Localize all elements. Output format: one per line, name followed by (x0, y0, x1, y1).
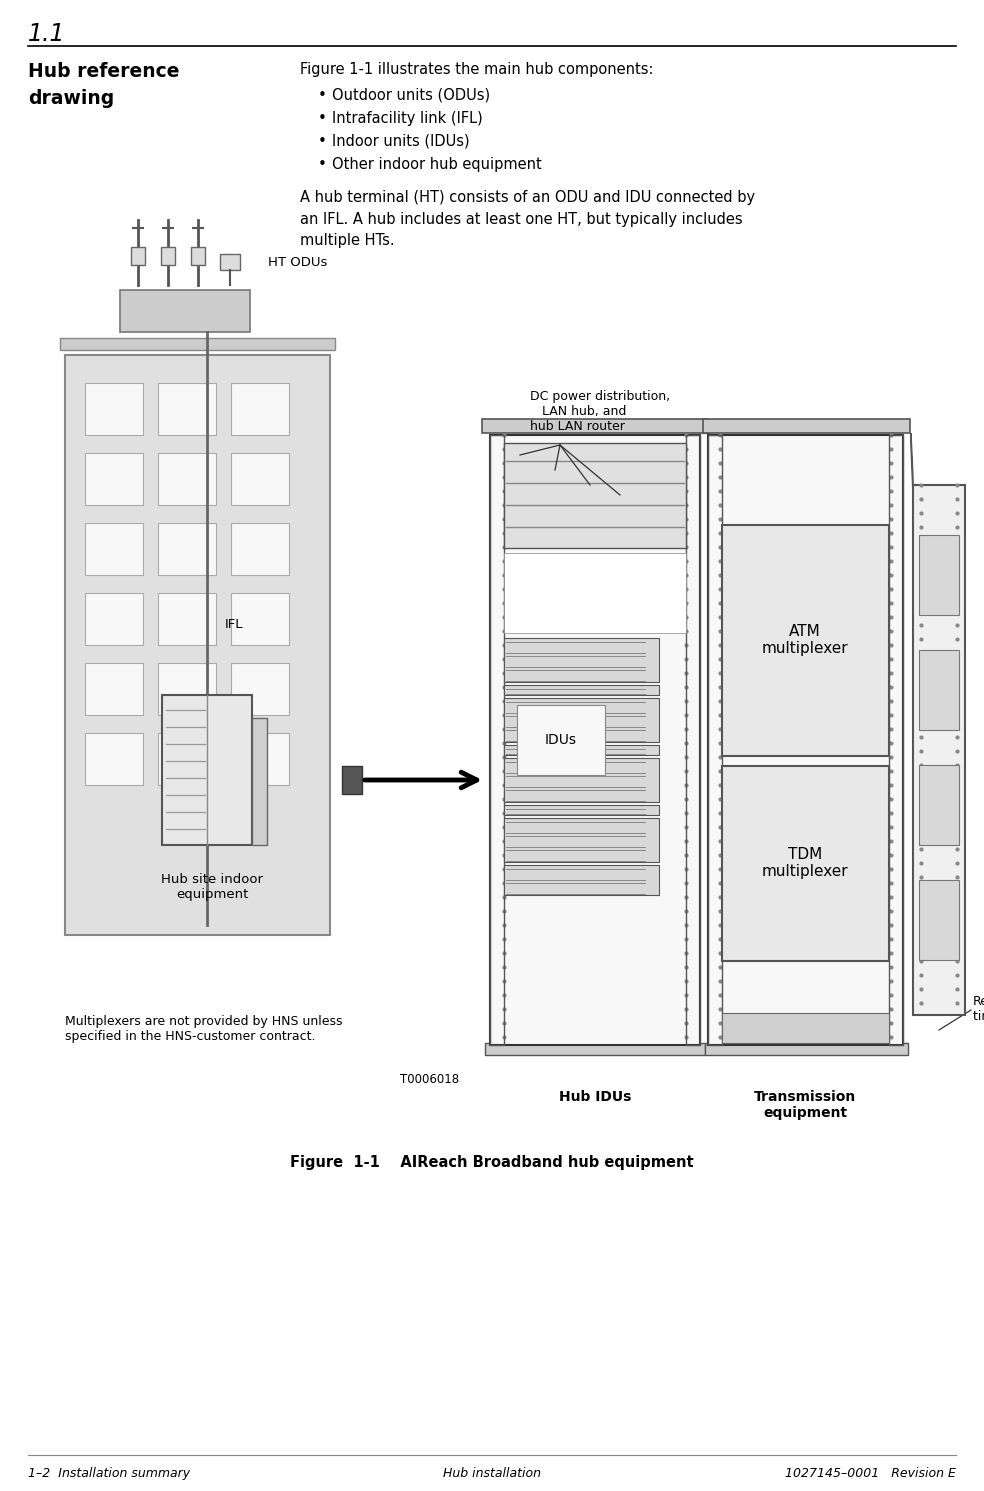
Text: Indoor units (IDUs): Indoor units (IDUs) (332, 134, 469, 149)
Bar (85, 383, 143, 435)
Bar (919, 880, 959, 960)
Bar (158, 593, 216, 646)
Bar (161, 248, 175, 265)
Bar (919, 650, 959, 731)
Text: Hub reference
drawing: Hub reference drawing (28, 63, 179, 107)
Text: Other indoor hub equipment: Other indoor hub equipment (332, 157, 542, 171)
Bar (85, 663, 143, 716)
Bar (889, 435, 903, 1045)
Bar (708, 435, 722, 1045)
Bar (722, 525, 889, 756)
Bar (686, 435, 700, 1045)
Bar (342, 766, 362, 795)
Text: Outdoor units (ODUs): Outdoor units (ODUs) (332, 88, 490, 103)
Text: A hub terminal (HT) consists of an ODU and IDU connected by
an IFL. A hub includ: A hub terminal (HT) consists of an ODU a… (300, 189, 755, 248)
Text: •: • (318, 110, 327, 127)
Text: Transmission
equipment: Transmission equipment (754, 1090, 856, 1120)
Text: Figure 1-1 illustrates the main hub components:: Figure 1-1 illustrates the main hub comp… (300, 63, 653, 78)
Bar (231, 663, 289, 716)
Bar (504, 746, 659, 754)
Bar (231, 453, 289, 505)
Text: •: • (318, 157, 327, 171)
Bar (504, 865, 659, 895)
Bar (158, 523, 216, 576)
Bar (85, 734, 143, 784)
Bar (191, 248, 205, 265)
Text: ATM
multiplexer: ATM multiplexer (762, 623, 848, 656)
Text: •: • (318, 134, 327, 149)
Bar (485, 1044, 705, 1056)
Bar (490, 435, 504, 1045)
Bar (131, 248, 145, 265)
Bar (504, 698, 659, 743)
Bar (705, 1044, 908, 1056)
Text: 1.1: 1.1 (28, 22, 66, 46)
Text: Reference
timing source: Reference timing source (973, 994, 984, 1023)
Bar (85, 523, 143, 576)
Bar (158, 663, 216, 716)
Bar (252, 717, 267, 845)
Bar (65, 355, 330, 935)
Bar (504, 638, 659, 681)
Bar (919, 535, 959, 614)
Bar (231, 383, 289, 435)
Bar (708, 435, 903, 1045)
Text: •: • (318, 88, 327, 103)
Text: HT ODUs: HT ODUs (268, 255, 328, 268)
Bar (231, 593, 289, 646)
Polygon shape (911, 432, 913, 495)
Bar (504, 805, 659, 816)
Polygon shape (708, 432, 725, 458)
Bar (919, 765, 959, 845)
Bar (504, 819, 659, 862)
Text: Figure  1-1    AIReach Broadband hub equipment: Figure 1-1 AIReach Broadband hub equipme… (290, 1156, 694, 1170)
Bar (231, 523, 289, 576)
Bar (703, 419, 910, 432)
Text: Hub installation: Hub installation (443, 1467, 541, 1481)
Bar (504, 684, 659, 695)
Text: Hub site indoor
equipment: Hub site indoor equipment (161, 874, 263, 901)
Bar (120, 291, 250, 332)
Bar (158, 453, 216, 505)
Text: TDM
multiplexer: TDM multiplexer (762, 847, 848, 880)
Text: Intrafacility link (IFL): Intrafacility link (IFL) (332, 110, 483, 127)
Bar (722, 1012, 889, 1044)
Text: IFL: IFL (225, 619, 243, 632)
Bar (85, 593, 143, 646)
Bar (504, 443, 686, 549)
Text: DC power distribution,
   LAN hub, and
hub LAN router: DC power distribution, LAN hub, and hub … (530, 391, 670, 432)
Bar (490, 435, 700, 1045)
Text: 1027145–0001   Revision E: 1027145–0001 Revision E (785, 1467, 956, 1481)
Bar (220, 253, 240, 270)
Bar (504, 553, 686, 634)
Bar (504, 757, 659, 802)
Text: IDUs: IDUs (545, 732, 577, 747)
Bar (158, 734, 216, 784)
Bar (482, 419, 708, 432)
Bar (722, 766, 889, 962)
Bar (913, 485, 965, 1015)
Text: 1–2  Installation summary: 1–2 Installation summary (28, 1467, 190, 1481)
Text: Multiplexers are not provided by HNS unless
specified in the HNS-customer contra: Multiplexers are not provided by HNS unl… (65, 1015, 342, 1044)
Text: T0006018: T0006018 (400, 1074, 460, 1085)
Bar (162, 695, 252, 845)
Bar (158, 383, 216, 435)
Bar (85, 453, 143, 505)
Bar (231, 734, 289, 784)
Text: Hub IDUs: Hub IDUs (559, 1090, 631, 1103)
Bar (60, 338, 335, 350)
